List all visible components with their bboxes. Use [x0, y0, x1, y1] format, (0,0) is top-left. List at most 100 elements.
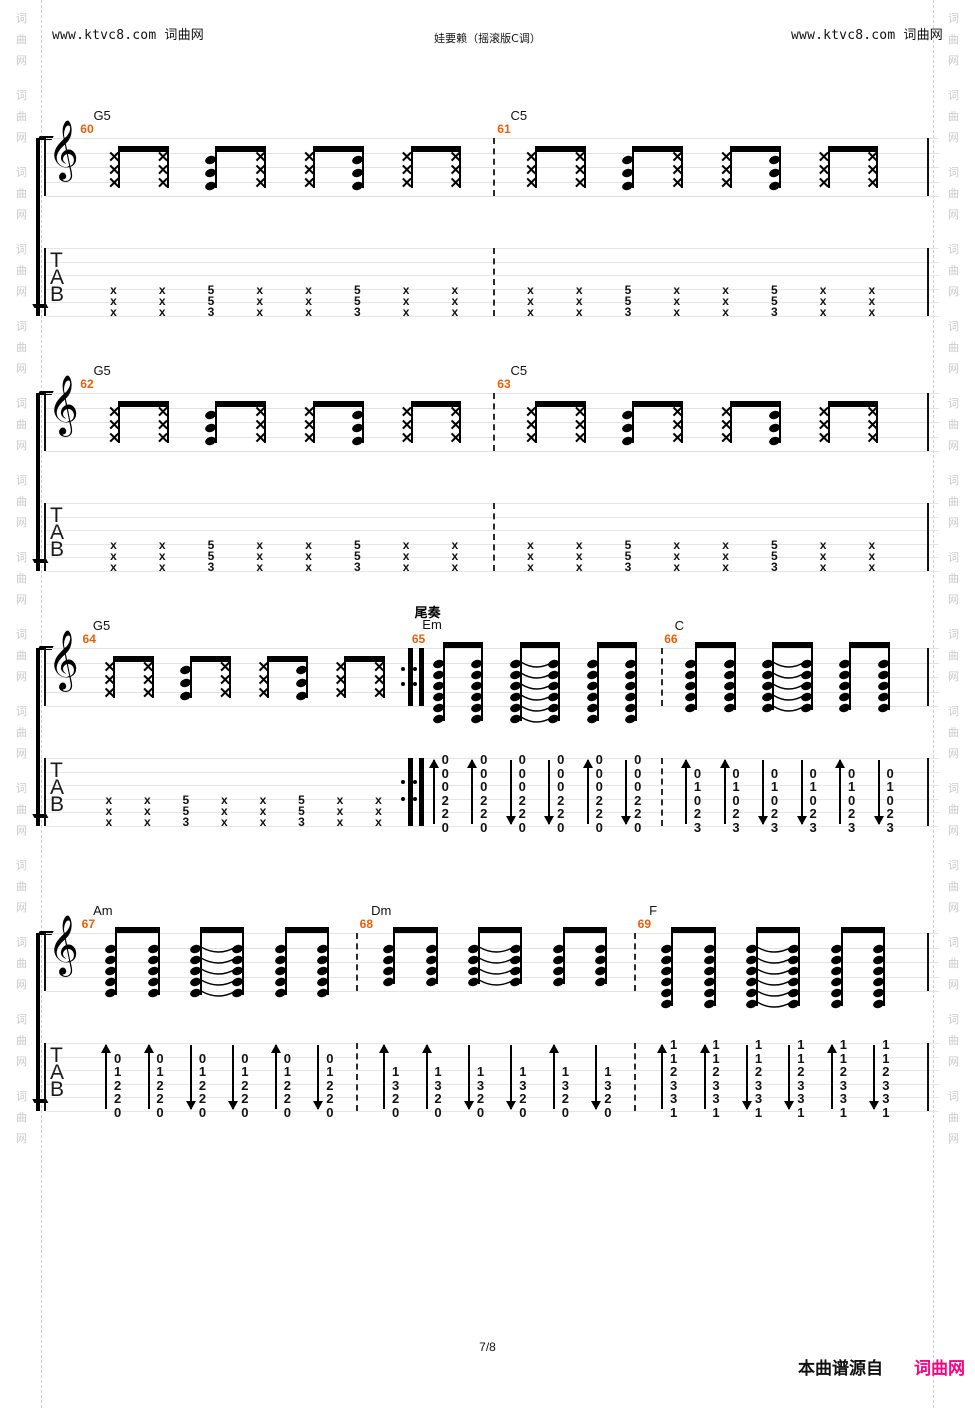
tab-fret-number: 2 — [561, 1091, 569, 1107]
tab-fret-number: 1 — [669, 1050, 678, 1066]
tab-fret-number: 2 — [441, 806, 449, 822]
watermark-glyph: 曲 — [948, 341, 959, 354]
watermark-glyph: 词 — [948, 705, 959, 718]
tab-fret-number: 1 — [886, 779, 894, 795]
tab-fret-number: x — [158, 304, 166, 319]
tab-fret-number: 0 — [557, 819, 565, 835]
tab-line — [46, 1083, 939, 1085]
watermark-glyph: 曲 — [948, 649, 959, 662]
strum-up-arrow-icon — [582, 759, 593, 824]
tab-fret-number: 3 — [712, 1077, 720, 1093]
arrow-tip-icon — [621, 816, 632, 825]
arrow-tip-icon — [591, 1101, 602, 1110]
notehead-x-icon: ✕ — [524, 162, 538, 179]
final-barline — [927, 758, 929, 826]
tab-fret-number: 2 — [634, 806, 642, 822]
tab-fret-number: x — [819, 282, 827, 297]
arrow-tip-icon — [869, 1101, 880, 1110]
tab-fret-number: 2 — [519, 1091, 527, 1107]
tab-staff — [46, 758, 939, 827]
watermark-glyph: 词 — [16, 320, 27, 333]
tab-fret-number: x — [722, 293, 729, 308]
tab-fret-number: x — [402, 537, 410, 552]
tab-fret-number: 0 — [518, 819, 526, 835]
watermark-glyph: 网 — [16, 747, 27, 760]
notehead-x-icon: ✕ — [449, 417, 462, 434]
notehead-x-icon: ✕ — [573, 175, 587, 192]
repeat-dot — [413, 681, 418, 686]
tab-fret-number: 3 — [847, 819, 856, 835]
staff-line — [46, 167, 939, 168]
note-stem — [755, 927, 758, 1006]
notehead-x-icon: ✕ — [817, 149, 831, 166]
tab-fret-number: x — [722, 559, 729, 574]
note-stem — [361, 146, 364, 188]
tab-fret-number: 2 — [326, 1091, 334, 1107]
arrow-tip-icon — [784, 1101, 795, 1110]
tab-fret-number: 3 — [882, 1077, 890, 1093]
tab-fret-number: 0 — [480, 765, 488, 781]
staff-bracket — [36, 393, 43, 571]
watermark-glyph: 词 — [16, 1013, 27, 1026]
tab-fret-number: 1 — [839, 1037, 847, 1052]
note-beam — [519, 642, 560, 648]
tab-fret-number: 1 — [770, 779, 779, 795]
tab-fret-number: 0 — [604, 1104, 612, 1120]
system-4: 𝄞 T A B 67 Am 0 1 2 2 0 0 1 2 2 0 0 1 2 2 0 0 1 2 2 0 0 1 2 2 0 0 1 2 2 0 68… — [36, 903, 939, 1135]
tab-fret-number: 1 — [882, 1104, 890, 1120]
tab-fret-number: x — [221, 814, 228, 829]
repeat-dot — [413, 780, 418, 785]
tab-line — [46, 1111, 939, 1112]
strum-down-arrow-icon — [869, 1045, 880, 1110]
tab-fret-number: 2 — [770, 806, 779, 822]
tab-fret-number: 0 — [480, 752, 488, 767]
strum-down-arrow-icon — [741, 1045, 752, 1110]
note-stem — [166, 401, 169, 443]
watermark-glyph: 词 — [948, 243, 959, 256]
notehead-x-icon: ✕ — [103, 659, 116, 676]
note-beam — [215, 401, 266, 407]
note-stem — [558, 642, 561, 721]
tab-fret-number: 0 — [634, 765, 642, 781]
watermark-glyph: 词 — [948, 166, 959, 179]
staff-bracket — [36, 138, 43, 316]
watermark-glyph: 曲 — [16, 726, 27, 739]
watermark-glyph: 曲 — [16, 495, 27, 508]
tab-fret-number: x — [305, 304, 312, 319]
tab-fret-number: 5 — [353, 537, 361, 552]
tab-fret-number: x — [256, 537, 264, 552]
tab-clef-letter: A — [50, 521, 65, 544]
tab-fret-number: 0 — [476, 1104, 485, 1120]
notehead-x-icon: ✕ — [218, 659, 232, 676]
measure-number: 63 — [497, 377, 511, 391]
page-number: 7/8 — [479, 1340, 496, 1354]
note-stem — [313, 401, 316, 443]
tab-fret-number: 2 — [693, 806, 702, 822]
tab-fret-number: x — [451, 282, 459, 297]
strum-down-arrow-icon — [185, 1045, 196, 1110]
tab-fret-number: x — [158, 537, 166, 552]
note-stem — [632, 401, 635, 443]
measure-barline — [634, 933, 637, 991]
note-stem — [827, 146, 830, 188]
tab-fret-number: 0 — [847, 792, 856, 808]
system-start-barline — [44, 758, 46, 826]
notehead-x-icon: ✕ — [400, 404, 414, 421]
note-stem — [459, 146, 462, 188]
tab-fret-number: 0 — [886, 792, 894, 808]
watermark-glyph: 网 — [16, 593, 27, 606]
tab-fret-number: 0 — [886, 765, 894, 781]
strum-up-arrow-icon — [826, 1044, 837, 1109]
tab-line — [46, 785, 939, 787]
staff-line — [46, 393, 939, 394]
